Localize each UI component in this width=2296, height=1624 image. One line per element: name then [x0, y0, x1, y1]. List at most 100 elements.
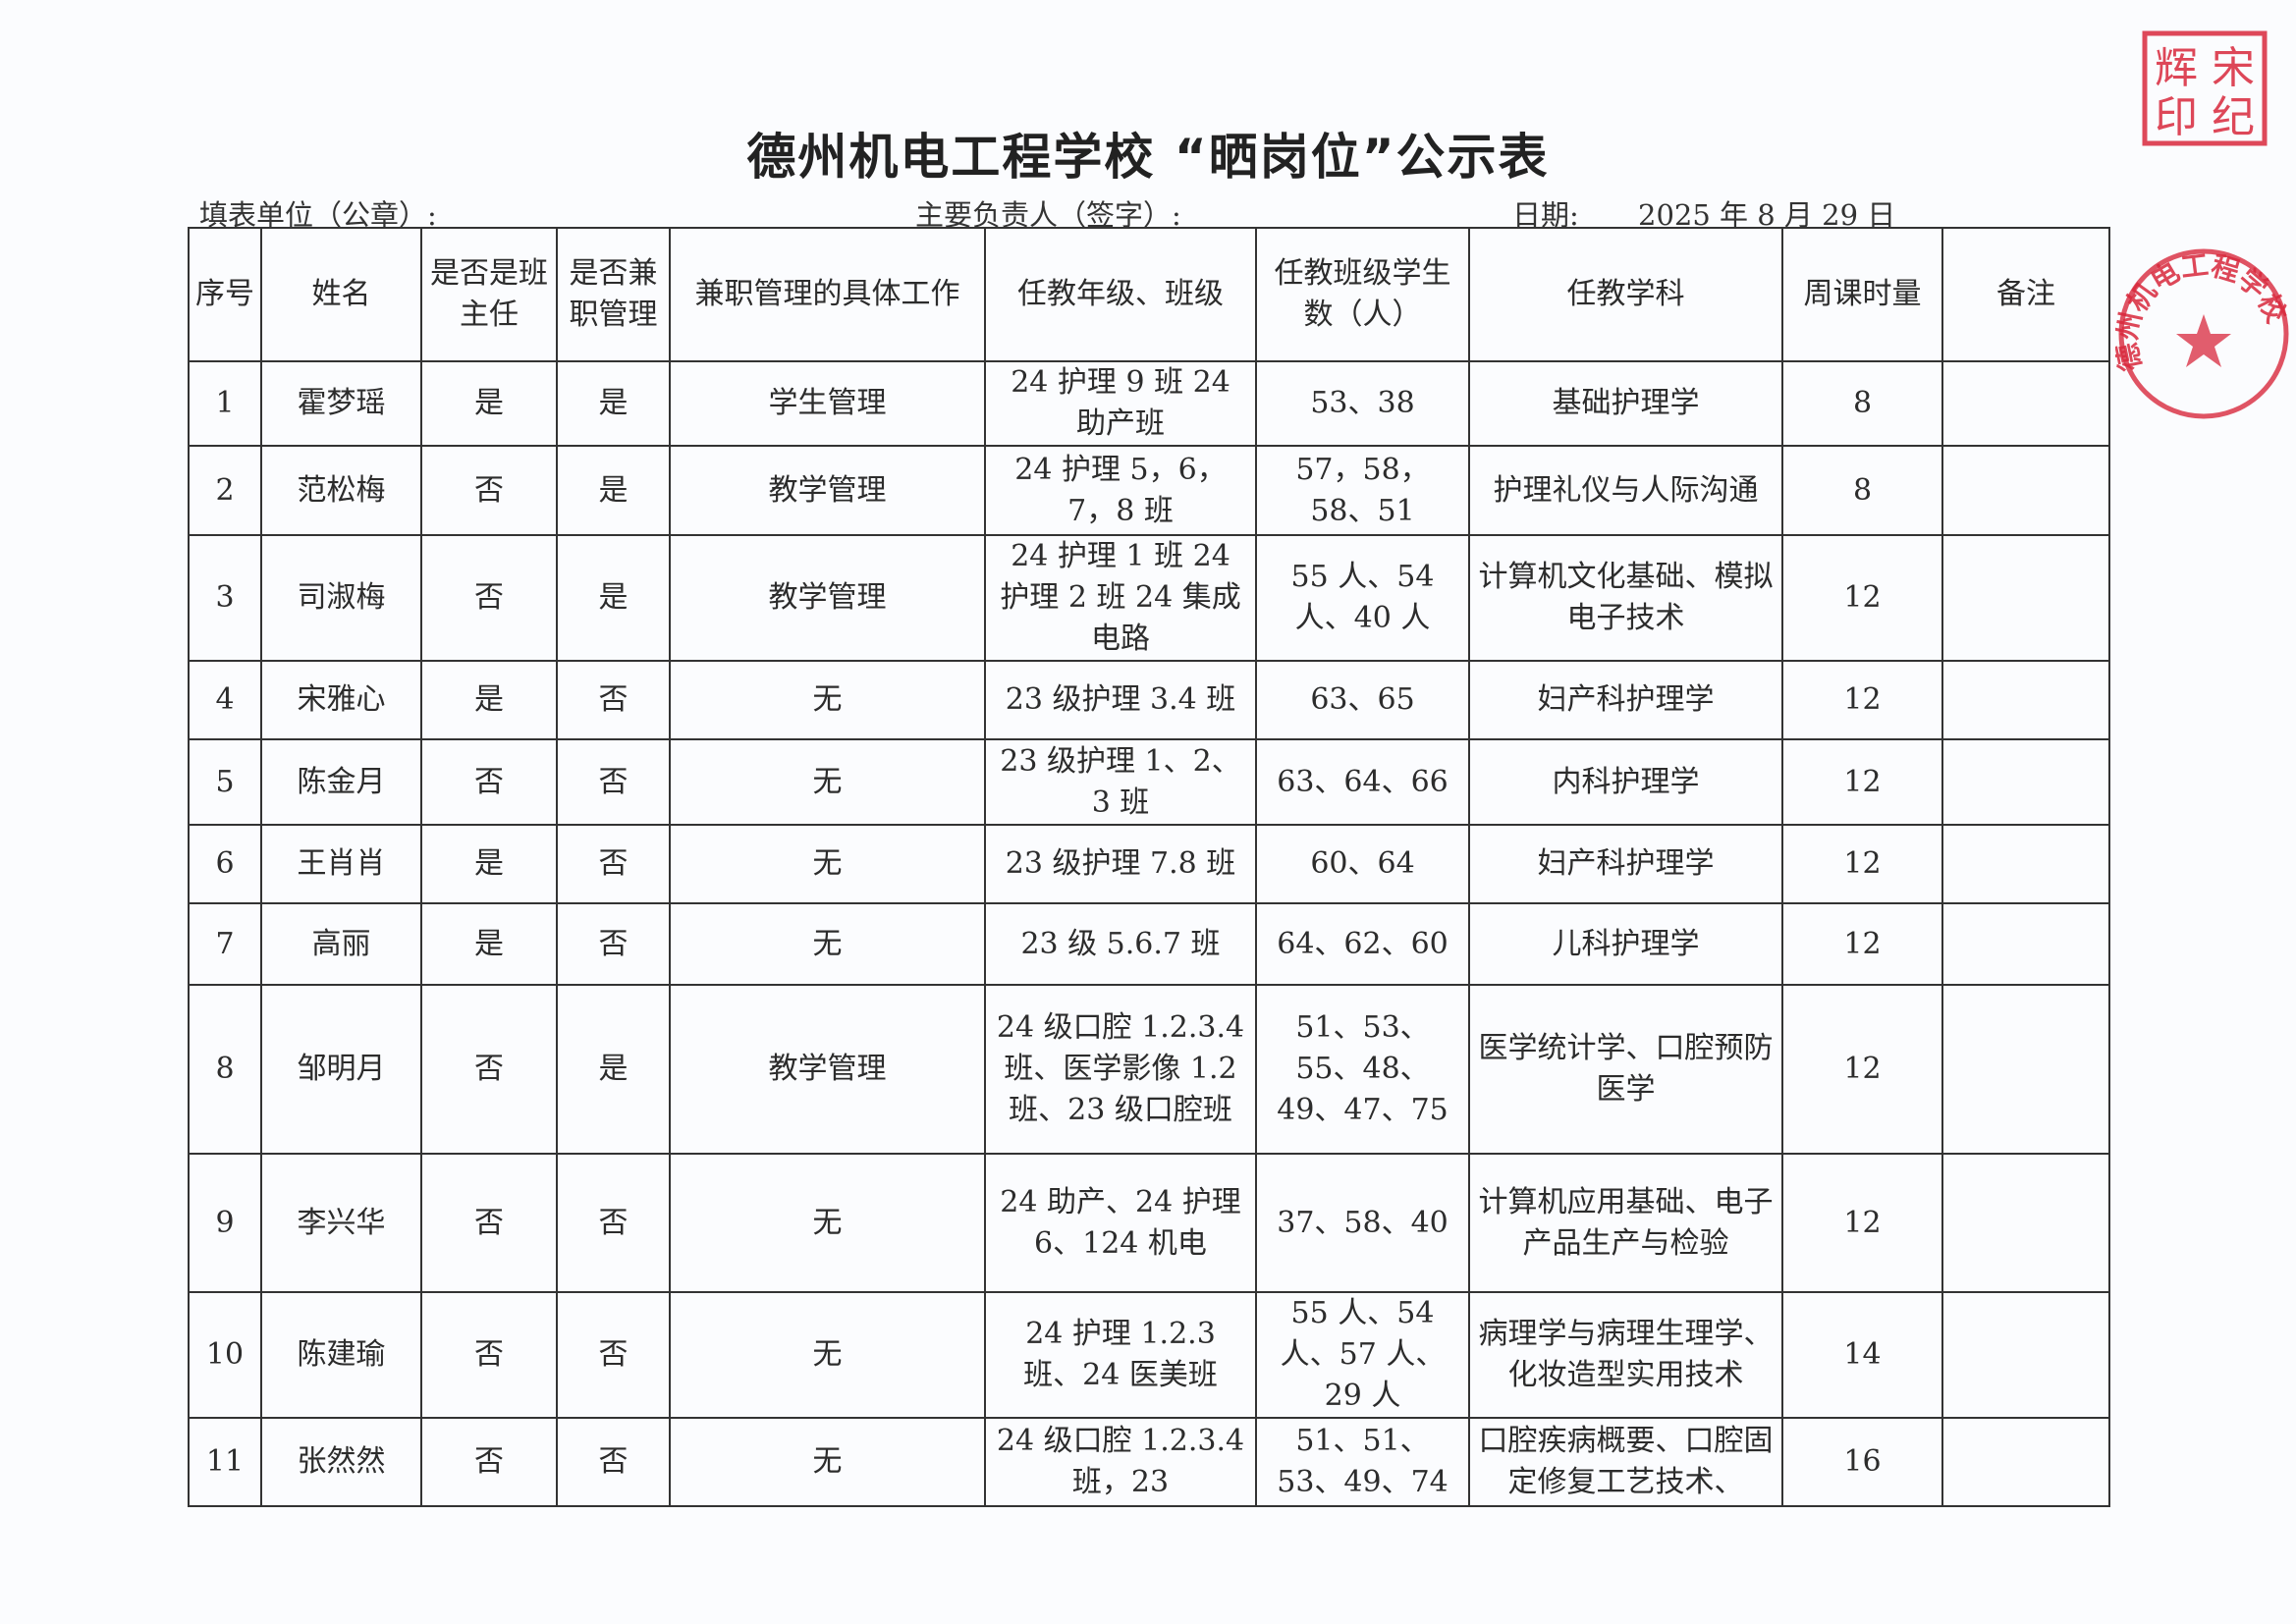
cell-student-count: 57，58，58、51: [1255, 445, 1470, 536]
header-is-part-time-admin: 是否兼职管理: [556, 227, 671, 362]
cell-student-count: 63、64、66: [1255, 738, 1470, 826]
unit-label: 填表单位（公章）:: [199, 198, 437, 232]
cell-weekly-hours: 12: [1781, 534, 1943, 662]
cell-remarks: [1941, 1417, 2110, 1507]
cell-weekly-hours: 8: [1781, 360, 1943, 447]
cell-grade-class: 24 级口腔 1.2.3.4 班，23: [984, 1417, 1257, 1507]
table-row: 2 范松梅否是教学管理 24 护理 5，6，7，8 班 57，58，58、51 护理礼仪…: [188, 445, 2110, 536]
cell-student-count: 63、65: [1255, 660, 1470, 740]
cell-weekly-hours: 12: [1781, 824, 1943, 904]
table-row: 6 王肖肖是否无 23 级护理 7.8 班 60、64 妇产科护理学 12: [188, 824, 2110, 904]
header-admin-duty: 兼职管理的具体工作: [669, 227, 986, 362]
cell-index: 8: [188, 984, 262, 1155]
cell-is-part-time-admin: 是: [556, 445, 671, 536]
cell-admin-duty: 无: [669, 738, 986, 826]
cell-weekly-hours: 16: [1781, 1417, 1943, 1507]
cell-subject: 护理礼仪与人际沟通: [1468, 445, 1783, 536]
cell-student-count: 51、51、53、49、74: [1255, 1417, 1470, 1507]
cell-admin-duty: 无: [669, 1417, 986, 1507]
cell-is-head-teacher: 否: [420, 1153, 558, 1293]
cell-grade-class: 24 助产、24 护理 6、124 机电: [984, 1153, 1257, 1293]
cell-admin-duty: 无: [669, 902, 986, 986]
cell-remarks: [1941, 360, 2110, 447]
cell-is-part-time-admin: 否: [556, 1291, 671, 1419]
cell-student-count: 51、53、55、48、49、47、75: [1255, 984, 1470, 1155]
cell-is-head-teacher: 否: [420, 984, 558, 1155]
cell-grade-class: 23 级护理 1、2、3 班: [984, 738, 1257, 826]
cell-index: 2: [188, 445, 262, 536]
cell-name: 高丽: [260, 902, 422, 986]
cell-name: 陈金月: [260, 738, 422, 826]
cell-is-head-teacher: 否: [420, 534, 558, 662]
document-title: 德州机电工程学校 “晒岗位”公示表: [746, 129, 1550, 186]
cell-remarks: [1941, 1153, 2110, 1293]
cell-admin-duty: 无: [669, 1291, 986, 1419]
date-value: 2025 年 8 月 29 日: [1638, 198, 1896, 232]
header-subject: 任教学科: [1468, 227, 1783, 362]
cell-subject: 计算机应用基础、电子产品生产与检验: [1468, 1153, 1783, 1293]
cell-remarks: [1941, 824, 2110, 904]
cell-subject: 口腔疾病概要、口腔固定修复工艺技术、: [1468, 1417, 1783, 1507]
cell-admin-duty: 无: [669, 824, 986, 904]
cell-index: 5: [188, 738, 262, 826]
table-row: 3 司淑梅否是教学管理 24 护理 1 班 24 护理 2 班 24 集成电路 55 …: [188, 534, 2110, 662]
table-row: 1 霍梦瑶是是学生管理 24 护理 9 班 24 助产班 53、38 基础护理学 8: [188, 360, 2110, 447]
cell-index: 7: [188, 902, 262, 986]
cell-is-part-time-admin: 是: [556, 360, 671, 447]
cell-weekly-hours: 12: [1781, 738, 1943, 826]
cell-grade-class: 24 级口腔 1.2.3.4 班、医学影像 1.2 班、23 级口腔班: [984, 984, 1257, 1155]
cell-remarks: [1941, 660, 2110, 740]
cell-is-head-teacher: 否: [420, 1417, 558, 1507]
cell-index: 11: [188, 1417, 262, 1507]
cell-name: 李兴华: [260, 1153, 422, 1293]
cell-subject: 病理学与病理生理学、化妆造型实用技术: [1468, 1291, 1783, 1419]
cell-subject: 内科护理学: [1468, 738, 1783, 826]
cell-grade-class: 24 护理 1.2.3 班、24 医美班: [984, 1291, 1257, 1419]
cell-index: 6: [188, 824, 262, 904]
header-index: 序号: [188, 227, 262, 362]
cell-grade-class: 23 级护理 7.8 班: [984, 824, 1257, 904]
cell-is-head-teacher: 否: [420, 1291, 558, 1419]
cell-name: 霍梦瑶: [260, 360, 422, 447]
cell-is-head-teacher: 是: [420, 824, 558, 904]
cell-name: 陈建瑜: [260, 1291, 422, 1419]
cell-is-head-teacher: 否: [420, 445, 558, 536]
cell-weekly-hours: 12: [1781, 902, 1943, 986]
cell-subject: 基础护理学: [1468, 360, 1783, 447]
cell-is-part-time-admin: 否: [556, 902, 671, 986]
cell-weekly-hours: 8: [1781, 445, 1943, 536]
cell-admin-duty: 无: [669, 1153, 986, 1293]
cell-remarks: [1941, 902, 2110, 986]
cell-index: 4: [188, 660, 262, 740]
cell-grade-class: 24 护理 1 班 24 护理 2 班 24 集成电路: [984, 534, 1257, 662]
cell-admin-duty: 教学管理: [669, 445, 986, 536]
cell-student-count: 64、62、60: [1255, 902, 1470, 986]
cell-student-count: 37、58、40: [1255, 1153, 1470, 1293]
table-row: 11 张然然否否无 24 级口腔 1.2.3.4 班，23 51、51、53、49、7…: [188, 1417, 2110, 1507]
cell-grade-class: 24 护理 9 班 24 助产班: [984, 360, 1257, 447]
cell-grade-class: 23 级护理 3.4 班: [984, 660, 1257, 740]
cell-student-count: 53、38: [1255, 360, 1470, 447]
cell-student-count: 60、64: [1255, 824, 1470, 904]
cell-is-part-time-admin: 否: [556, 1417, 671, 1507]
cell-weekly-hours: 12: [1781, 1153, 1943, 1293]
header-grade-class: 任教年级、班级: [984, 227, 1257, 362]
cell-name: 邹明月: [260, 984, 422, 1155]
cell-remarks: [1941, 534, 2110, 662]
cell-is-head-teacher: 否: [420, 738, 558, 826]
cell-subject: 妇产科护理学: [1468, 660, 1783, 740]
cell-name: 宋雅心: [260, 660, 422, 740]
cell-name: 王肖肖: [260, 824, 422, 904]
cell-index: 9: [188, 1153, 262, 1293]
cell-is-head-teacher: 是: [420, 360, 558, 447]
staff-table: 序号 姓名 是否是班主任 是否兼职管理 兼职管理的具体工作 任教年级、班级 任教班级学生数（…: [188, 227, 2110, 1507]
cell-is-part-time-admin: 否: [556, 738, 671, 826]
cell-remarks: [1941, 445, 2110, 536]
cell-admin-duty: 教学管理: [669, 984, 986, 1155]
svg-text:辉: 辉: [2155, 43, 2198, 93]
cell-remarks: [1941, 1291, 2110, 1419]
table-row: 9 李兴华否否无 24 助产、24 护理 6、124 机电 37、58、40 计算机应用…: [188, 1153, 2110, 1293]
table-row: 5 陈金月否否无 23 级护理 1、2、3 班 63、64、66 内科护理学 12: [188, 738, 2110, 826]
cell-grade-class: 23 级 5.6.7 班: [984, 902, 1257, 986]
cell-index: 1: [188, 360, 262, 447]
